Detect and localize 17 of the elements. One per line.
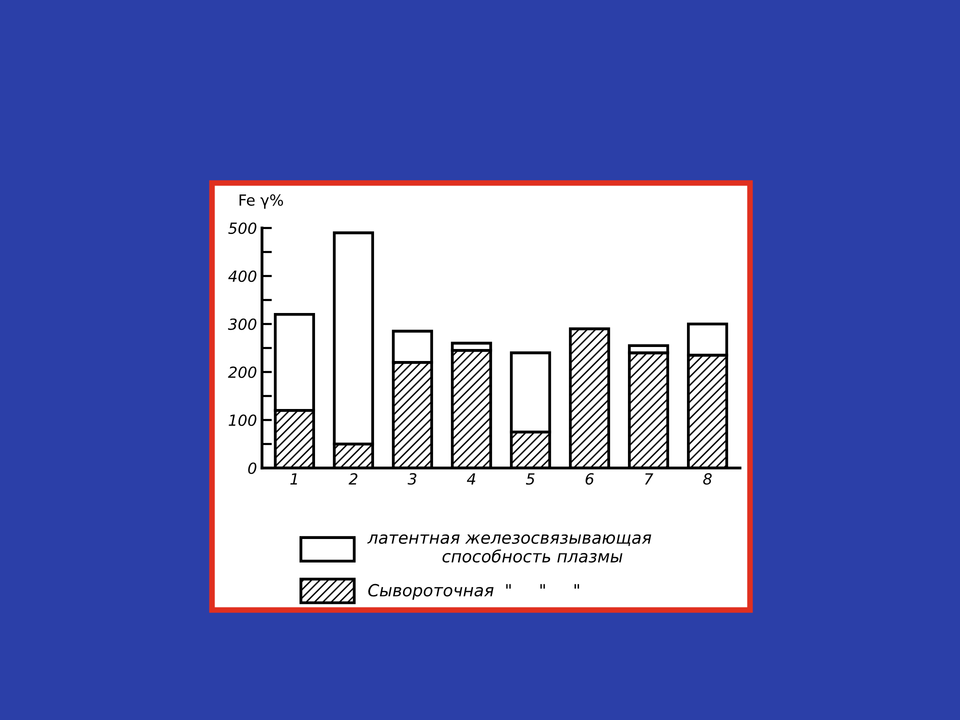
x-tick-label: 3	[408, 473, 416, 485]
y-tick-label: 100	[228, 414, 256, 426]
x-tick-label: 7	[645, 473, 654, 484]
x-tick-label: 8	[703, 473, 712, 485]
y-tick-label: 500	[228, 222, 256, 234]
x-tick-label: 1	[290, 473, 298, 484]
x-tick-label: 2	[348, 473, 358, 484]
y-tick-label: 0	[248, 462, 256, 474]
legend-label: Сывороточная " " "	[368, 584, 580, 600]
y-axis-title: Fe γ%	[240, 194, 284, 209]
legend-label: латентная железосвязывающая способность плазмы	[367, 534, 652, 563]
y-tick-label: 300	[228, 318, 256, 330]
x-tick-label: 5	[526, 473, 535, 485]
x-tick-label: 6	[586, 473, 594, 485]
y-tick-label: 400	[228, 270, 256, 282]
y-tick-label: 200	[228, 366, 256, 378]
x-tick-label: 4	[466, 473, 476, 484]
